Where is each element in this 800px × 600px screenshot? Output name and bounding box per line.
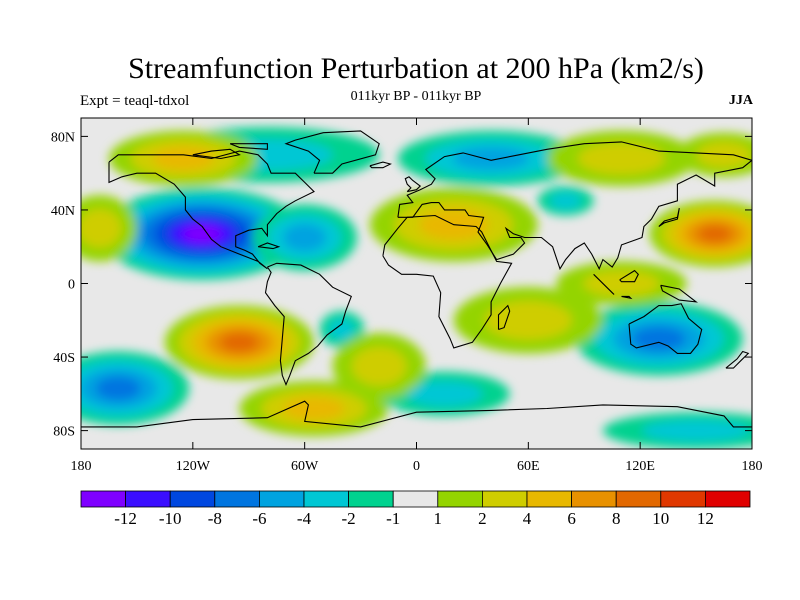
coastline	[369, 161, 392, 169]
colorbar-swatch	[392, 490, 439, 508]
coastline	[497, 304, 511, 331]
anomaly-contour	[283, 397, 345, 420]
coastline	[658, 207, 680, 227]
anomaly-contour	[583, 270, 660, 297]
coastline	[229, 143, 268, 150]
colorbar-label: -2	[342, 509, 356, 528]
coastline	[264, 262, 352, 387]
anomaly-contour	[697, 225, 732, 243]
colorbar-label: -4	[297, 509, 312, 528]
coastline	[660, 284, 698, 303]
anomaly-contour	[406, 380, 483, 407]
colorbar-swatch	[348, 490, 394, 508]
y-axis: 80N 40N 0 40S 80S	[51, 130, 752, 440]
colorbar-label: 1	[434, 509, 443, 528]
x-axis: 180 120W 60W 0 60E 120E 180	[71, 118, 763, 474]
y-tick-label: 80N	[51, 130, 75, 145]
anomaly-contour	[182, 225, 222, 243]
colorbar-swatch	[437, 490, 483, 508]
coastline	[593, 273, 615, 295]
colorbar-swatch	[615, 490, 662, 508]
colorbar-label: -6	[252, 509, 266, 528]
colorbar-swatch	[258, 490, 305, 508]
coastline	[257, 242, 281, 250]
y-tick-label: 40N	[51, 204, 75, 219]
coastline	[192, 148, 241, 160]
colorbar-label: 2	[478, 509, 487, 528]
colorbar-label: 10	[652, 509, 669, 528]
x-tick-label: 60E	[517, 459, 540, 474]
colorbar-swatch	[303, 490, 349, 508]
colorbar-label: -10	[159, 509, 182, 528]
colorbar-label: -12	[114, 509, 137, 528]
anomaly-contour	[641, 419, 751, 442]
colorbar-swatch	[660, 490, 706, 508]
x-tick-label: 120W	[176, 459, 211, 474]
x-tick-label: 120E	[625, 459, 655, 474]
colorbar-swatch	[526, 490, 572, 508]
coastline	[621, 295, 633, 300]
colorbar-swatch	[214, 490, 260, 508]
colorbar-label: 8	[612, 509, 621, 528]
colorbar-swatch	[125, 490, 171, 508]
x-tick-label: 180	[71, 459, 92, 474]
season-label: JJA	[728, 93, 753, 108]
anomaly-contour	[152, 147, 215, 170]
coastlines	[81, 130, 752, 428]
colorbar: -12 -10 -8 -6 -4 -2 -1 1 2 4 6 8 10 12	[80, 490, 751, 528]
coastline	[81, 400, 752, 428]
coastline	[404, 176, 422, 193]
anomaly-contour	[578, 142, 666, 175]
chart-title: Streamfunction Perturbation at 200 hPa (…	[128, 52, 704, 85]
experiment-label: Expt = teaql-tdxol	[80, 93, 190, 109]
x-tick-label: 180	[742, 459, 763, 474]
colorbar-label: -1	[386, 509, 400, 528]
colorbar-swatch	[571, 490, 617, 508]
coastline	[382, 214, 513, 349]
y-tick-label: 80S	[53, 425, 75, 440]
anomaly-contour	[352, 346, 407, 386]
coastline	[725, 350, 750, 369]
anomaly-contour	[452, 147, 530, 170]
y-tick-label: 40S	[53, 351, 75, 366]
chart-subtitle: 011kyr BP - 011kyr BP	[350, 89, 482, 104]
anomaly-contour	[549, 192, 582, 210]
colorbar-swatch	[481, 490, 528, 508]
x-tick-label: 0	[413, 459, 420, 474]
anomaly-contour	[81, 209, 122, 248]
anomaly-contour	[484, 300, 572, 340]
coastline	[619, 269, 639, 283]
colorbar-label: 6	[567, 509, 576, 528]
colorbar-swatch	[705, 490, 751, 508]
colorbar-swatch	[169, 490, 216, 508]
colorbar-label: -8	[208, 509, 222, 528]
coastline	[284, 130, 380, 174]
coastline	[108, 150, 315, 270]
coastline	[628, 303, 703, 354]
y-tick-label: 0	[68, 278, 75, 293]
colorbar-label: 4	[523, 509, 532, 528]
anomaly-contour	[95, 376, 141, 401]
coastline	[397, 141, 752, 271]
colorbar-swatch	[80, 490, 126, 508]
anomaly-contour	[283, 223, 327, 252]
x-tick-label: 60W	[291, 459, 319, 474]
anomaly-contour	[220, 332, 259, 352]
anomaly-field-layer	[81, 127, 752, 449]
anomaly-contour	[632, 326, 686, 351]
colorbar-label: 12	[697, 509, 714, 528]
anomaly-contour	[328, 318, 355, 341]
